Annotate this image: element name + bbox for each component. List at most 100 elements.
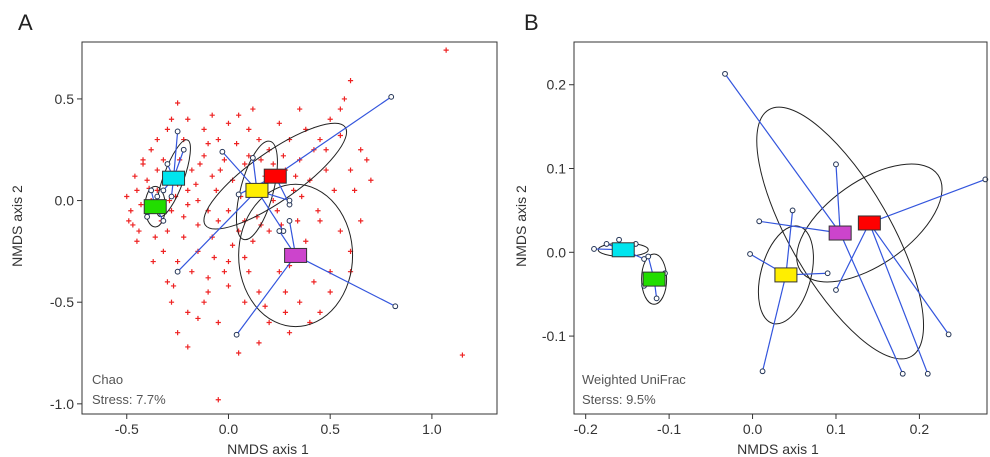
panel-b-group-1-ellipse (641, 253, 668, 305)
panel-b-plot-frame (573, 41, 988, 415)
panel-a-point-97 (175, 330, 181, 336)
panel-b-group-4-centroid (828, 225, 852, 241)
panel-a-annotation-line-1: Chao (92, 372, 123, 387)
panel-a-group-2-spoke-0 (274, 96, 392, 177)
panel-a-point-131 (201, 299, 207, 305)
panel-b-group-4-spoke-3 (839, 232, 904, 375)
panel-a-point-158 (221, 269, 228, 275)
panel-a-point-156 (225, 208, 232, 214)
panel-b-group-0-member-1 (603, 241, 610, 247)
panel-a-point-22 (215, 319, 221, 326)
panel-a-point-60 (154, 136, 160, 143)
panel-a-point-98 (185, 344, 191, 350)
panel-a-group-3-member-1 (219, 148, 226, 155)
panel-a-point-146 (246, 153, 252, 159)
panel-a-point-128 (126, 218, 132, 224)
panel-b-group-4-member-0 (722, 70, 728, 77)
panel-a-point-118 (315, 208, 321, 214)
panel-a-point-148 (270, 161, 276, 167)
panel-b-group-3-member-0 (747, 251, 753, 257)
panel-a-point-130 (170, 283, 177, 289)
panel-b-group-1-member-0 (645, 253, 652, 260)
panel-a-point-42 (154, 167, 160, 173)
panel-a-y-ticks: 0.5 0.0 -0.5 -1.0 (50, 91, 82, 412)
panel-b-x-tick-label-1: -0.1 (657, 421, 681, 437)
panel-a-point-68 (246, 126, 252, 133)
panel-b-y-tick-label-3: -0.1 (542, 328, 566, 344)
panel-b-group-3-spoke-1 (785, 210, 794, 275)
panel-a-point-75 (290, 187, 297, 193)
panel-b-x-tick-label-0: -0.2 (574, 421, 598, 437)
panel-b-group-2-member-2 (924, 370, 931, 377)
panel-a-point-142 (197, 161, 203, 167)
panel-a-point-143 (205, 141, 211, 147)
panel-a-point-17 (297, 299, 303, 305)
panel-a-point-30 (246, 269, 252, 275)
panel-a-point-58 (175, 100, 181, 106)
panel-a-group-2-ellipse (203, 122, 348, 230)
panel-a-group-2-member-1 (235, 191, 242, 198)
panel-a-point-64 (201, 153, 207, 159)
panel-b-group-4-spoke-0 (724, 73, 841, 234)
panel-a-group-0-member-4 (168, 193, 175, 200)
panel-a-point-120 (364, 157, 370, 163)
panel-a-point-27 (175, 258, 181, 265)
panel-a-group-0-spoke-0 (172, 131, 179, 179)
panel-a-point-124 (209, 112, 215, 118)
panel-b-y-axis-label: NMDS axis 2 (513, 185, 529, 267)
panel-b-ellipses (597, 106, 943, 360)
panel-b-x-tick-label-4: 0.2 (910, 421, 930, 437)
panel-a-point-69 (256, 136, 262, 143)
panel-b-group-3-member-1 (789, 207, 796, 214)
panel-b-members (591, 70, 989, 377)
panel-a-centroids (143, 168, 308, 263)
panel-a-point-90 (229, 242, 236, 248)
panel-a-point-24 (185, 309, 191, 315)
panel-a-point-134 (327, 289, 333, 295)
panel-a-group-3-member-4 (286, 197, 293, 204)
panel-b-group-0-member-2 (616, 236, 622, 243)
panel-b-group-2-centroid (857, 215, 881, 231)
panel-b-group-3-centroid (774, 267, 798, 283)
panel-a-group-3-member-2 (174, 268, 181, 275)
panel-b-annotation-line-2: Sterss: 9.5% (582, 392, 656, 407)
panel-a-point-79 (209, 173, 215, 179)
panel-b-centroids (611, 215, 881, 287)
panel-b: B -0.2 -0.1 0.0 0.1 0.2 0.2 0.1 0.0 -0.1 NMDS a… (513, 10, 989, 457)
panel-b-group-2-member-1 (833, 287, 839, 293)
panel-b-y-ticks: 0.2 0.1 0.0 -0.1 (542, 77, 574, 344)
panel-a-group-0-member-0 (174, 128, 181, 135)
panel-a-group-1-member-0 (148, 187, 155, 194)
panel-b-y-tick-label-2: 0.0 (547, 244, 567, 260)
panel-a-point-63 (189, 167, 195, 173)
panel-a-point-36 (215, 218, 221, 224)
panel-a-point-107 (132, 173, 138, 179)
panel-a-group-1-centroid (143, 199, 167, 215)
panel-a-point-16 (311, 279, 317, 285)
panel-b-y-tick-label-0: 0.2 (547, 77, 567, 93)
panel-a-point-23 (205, 289, 211, 295)
panel-a-x-ticks: -0.5 0.0 0.5 1.0 (115, 414, 442, 437)
panel-a-group-4-spoke-1 (236, 255, 297, 336)
panel-b-label: B (524, 10, 539, 35)
panel-a-point-96 (225, 283, 232, 289)
panel-a-point-116 (274, 208, 280, 214)
panel-b-group-4-member-2 (756, 218, 763, 225)
panel-a-point-38 (195, 197, 201, 204)
panel-a-point-26 (164, 279, 171, 285)
panel-a-point-5 (317, 136, 323, 143)
panel-a-point-127 (134, 238, 140, 244)
panel-a-point-109 (140, 161, 146, 167)
panel-a-point-141 (185, 202, 191, 208)
panel-a-point-123 (250, 106, 256, 112)
panel-b-group-2-spoke-1 (835, 222, 870, 291)
panel-a-point-145 (234, 141, 240, 147)
panel-a-point-81 (221, 157, 228, 163)
panel-a-point-151 (299, 193, 305, 200)
panel-b-group-2-spoke-2 (868, 222, 929, 375)
panel-a-annotation-line-2: Stress: 7.7% (92, 392, 166, 407)
panel-a-group-3-centroid (245, 182, 269, 198)
panel-a-point-53 (168, 208, 175, 214)
panel-a-point-125 (168, 116, 175, 122)
panel-a-point-87 (323, 147, 329, 153)
